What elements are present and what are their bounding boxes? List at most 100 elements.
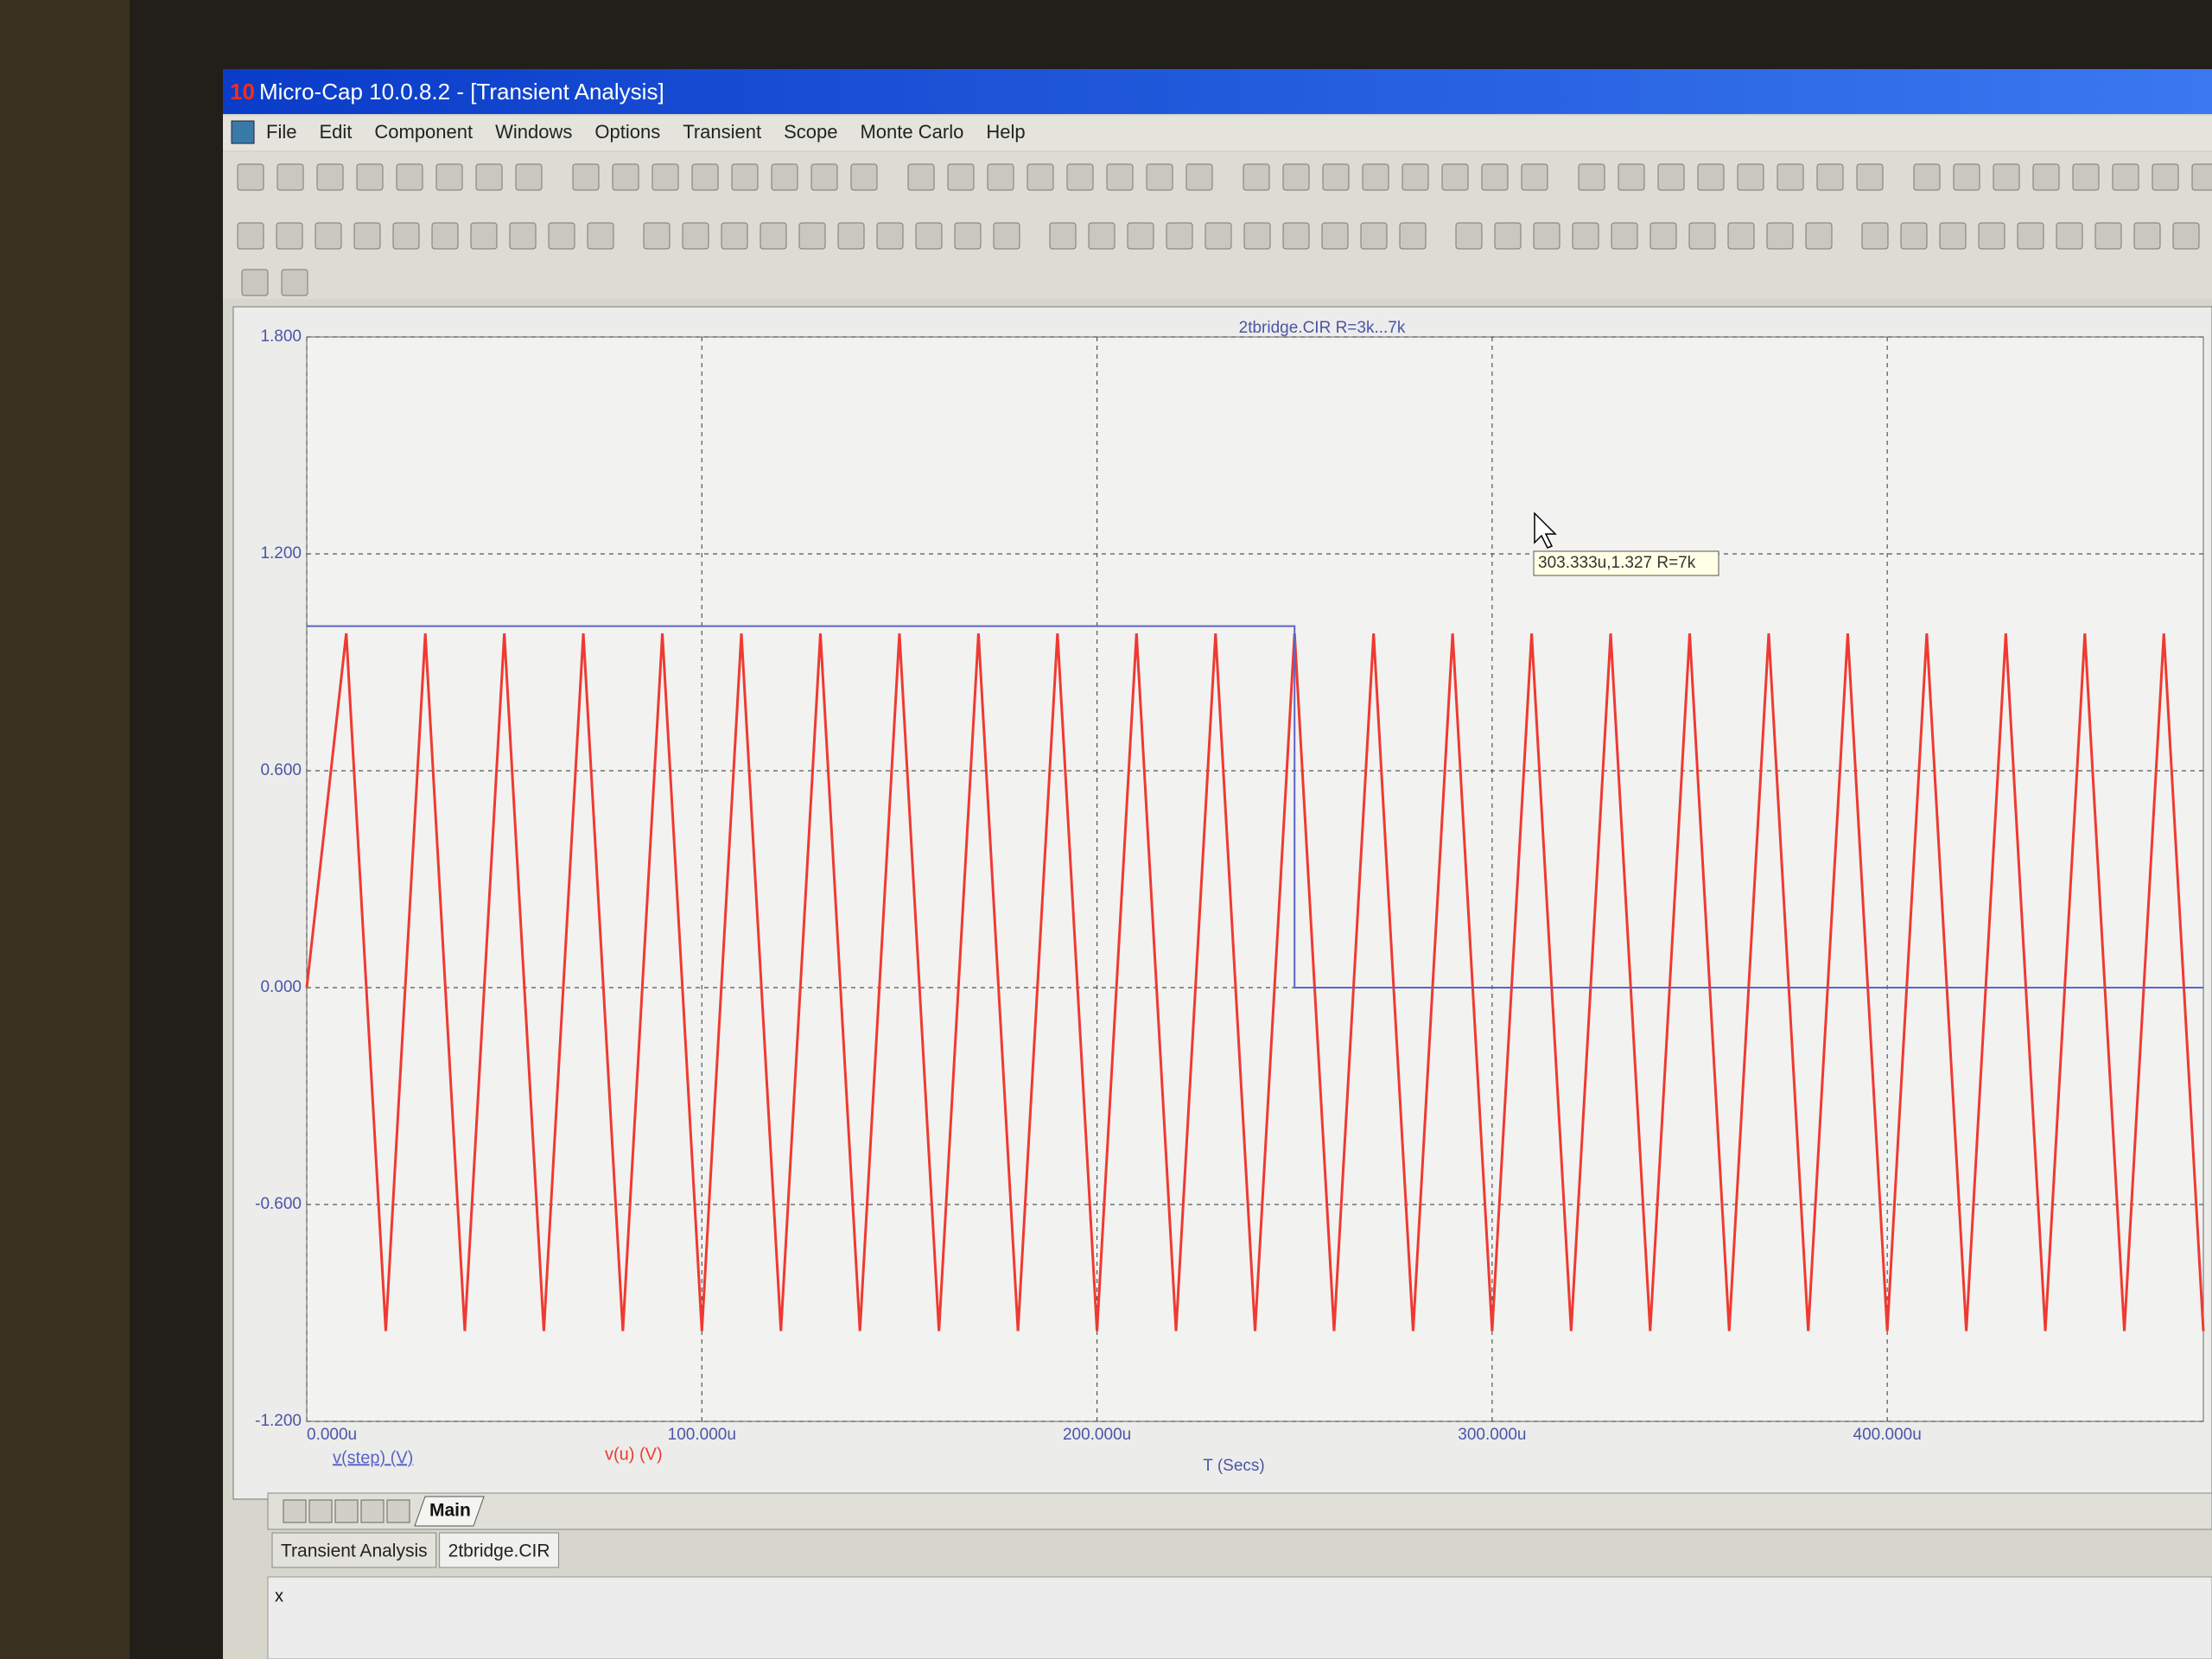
toolbar-button[interactable] [1572, 222, 1599, 250]
menu-item[interactable]: Windows [495, 121, 572, 143]
toolbar-button[interactable] [1322, 163, 1350, 191]
toolbar-button[interactable] [850, 163, 878, 191]
toolbar-button[interactable] [315, 222, 342, 250]
menu-item[interactable]: Scope [784, 121, 837, 143]
toolbar-button[interactable] [470, 222, 498, 250]
toolbar-button[interactable] [316, 163, 344, 191]
toolbar-button[interactable] [1441, 163, 1469, 191]
toolbar-button[interactable] [876, 222, 904, 250]
toolbar-button[interactable] [1657, 163, 1685, 191]
toolbar-button[interactable] [2032, 163, 2060, 191]
toolbar-button[interactable] [1402, 163, 1429, 191]
toolbar-button[interactable] [435, 163, 463, 191]
toolbar-button[interactable] [281, 269, 308, 296]
toolbar-button[interactable] [1900, 222, 1928, 250]
toolbar-button[interactable] [1399, 222, 1427, 250]
toolbar-button[interactable] [1066, 163, 1094, 191]
toolbar-button[interactable] [947, 163, 975, 191]
toolbar-button[interactable] [1049, 222, 1077, 250]
toolbar-button[interactable] [356, 163, 384, 191]
toolbar-button[interactable] [2191, 163, 2212, 191]
toolbar-button[interactable] [237, 163, 264, 191]
toolbar-button[interactable] [1360, 222, 1388, 250]
toolbar-button[interactable] [396, 163, 423, 191]
toolbar-button[interactable] [907, 163, 935, 191]
toolbar-button[interactable] [2094, 222, 2122, 250]
sheet-tab[interactable] [414, 1496, 485, 1527]
toolbar-button[interactable] [1106, 163, 1134, 191]
toolbar-button[interactable] [691, 163, 719, 191]
toolbar-button[interactable] [1737, 163, 1764, 191]
toolbar-button[interactable] [1816, 163, 1844, 191]
toolbar-button[interactable] [993, 222, 1020, 250]
toolbar-button[interactable] [810, 163, 838, 191]
toolbar-button[interactable] [1282, 163, 1310, 191]
toolbar-button[interactable] [652, 163, 679, 191]
toolbar-button[interactable] [1127, 222, 1154, 250]
toolbar-button[interactable] [1481, 163, 1509, 191]
toolbar-button[interactable] [643, 222, 671, 250]
menu-item[interactable]: Component [374, 121, 473, 143]
toolbar-button[interactable] [2017, 222, 2044, 250]
document-tab[interactable] [439, 1532, 560, 1568]
toolbar-button[interactable] [475, 163, 503, 191]
toolbar-button[interactable] [612, 163, 639, 191]
toolbar-button[interactable] [572, 163, 600, 191]
toolbar-button[interactable] [1205, 222, 1232, 250]
toolbar-button[interactable] [1856, 163, 1884, 191]
menu-item[interactable]: Options [594, 121, 660, 143]
toolbar-button[interactable] [1953, 163, 1980, 191]
toolbar-button[interactable] [798, 222, 826, 250]
nav-button[interactable] [360, 1499, 385, 1523]
toolbar-button[interactable] [1766, 222, 1794, 250]
toolbar-button[interactable] [2152, 163, 2179, 191]
toolbar-button[interactable] [1697, 163, 1725, 191]
toolbar-button[interactable] [1777, 163, 1804, 191]
toolbar-button[interactable] [587, 222, 614, 250]
toolbar-button[interactable] [987, 163, 1014, 191]
toolbar-button[interactable] [1455, 222, 1483, 250]
toolbar-button[interactable] [915, 222, 943, 250]
toolbar-button[interactable] [760, 222, 787, 250]
toolbar-button[interactable] [353, 222, 381, 250]
toolbar-button[interactable] [1611, 222, 1638, 250]
toolbar-button[interactable] [731, 163, 759, 191]
toolbar-button[interactable] [392, 222, 420, 250]
toolbar-button[interactable] [1027, 163, 1054, 191]
toolbar-button[interactable] [1727, 222, 1755, 250]
toolbar-button[interactable] [241, 269, 269, 296]
menu-item[interactable]: Monte Carlo [860, 121, 963, 143]
nav-button[interactable] [308, 1499, 333, 1523]
toolbar-button[interactable] [1321, 222, 1349, 250]
toolbar-button[interactable] [2056, 222, 2083, 250]
toolbar-button[interactable] [1185, 163, 1213, 191]
toolbar-button[interactable] [954, 222, 982, 250]
toolbar-button[interactable] [2133, 222, 2161, 250]
toolbar-button[interactable] [1578, 163, 1605, 191]
toolbar-button[interactable] [1993, 163, 2020, 191]
toolbar-button[interactable] [1688, 222, 1716, 250]
toolbar-button[interactable] [2112, 163, 2139, 191]
toolbar-button[interactable] [1282, 222, 1310, 250]
toolbar-button[interactable] [1243, 163, 1270, 191]
toolbar-button[interactable] [1166, 222, 1193, 250]
toolbar-button[interactable] [509, 222, 537, 250]
nav-button[interactable] [386, 1499, 410, 1523]
toolbar-button[interactable] [1521, 163, 1548, 191]
toolbar-button[interactable] [1243, 222, 1271, 250]
toolbar-button[interactable] [276, 163, 304, 191]
toolbar-button[interactable] [1618, 163, 1645, 191]
toolbar-button[interactable] [548, 222, 575, 250]
menu-item[interactable]: Edit [319, 121, 352, 143]
menu-item[interactable]: File [266, 121, 296, 143]
toolbar-button[interactable] [1978, 222, 2005, 250]
toolbar-button[interactable] [1088, 222, 1116, 250]
toolbar-button[interactable] [237, 222, 264, 250]
toolbar-button[interactable] [431, 222, 459, 250]
menu-item[interactable]: Help [986, 121, 1025, 143]
toolbar-button[interactable] [721, 222, 748, 250]
toolbar-button[interactable] [682, 222, 709, 250]
toolbar-button[interactable] [1146, 163, 1173, 191]
toolbar-button[interactable] [2072, 163, 2100, 191]
toolbar-button[interactable] [1913, 163, 1941, 191]
